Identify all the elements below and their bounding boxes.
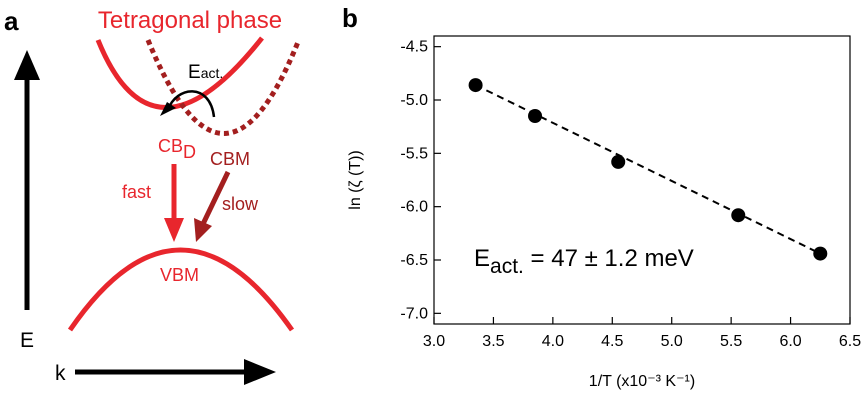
indirect-conduction-band-curve [145,39,301,136]
y-tick-label: -4.5 [400,39,428,56]
x-axis-label: 1/T (x10⁻³ K⁻¹) [589,373,695,390]
x-tick-label: 3.0 [423,333,445,350]
x-tick-label: 5.0 [661,333,683,350]
data-point [528,109,543,123]
activation-arrowhead [160,102,176,116]
y-tick-label: -6.5 [400,252,428,269]
direct-conduction-band-curve [95,36,264,110]
vbm-label: VBM [160,265,199,285]
slow-recombination-arrow [200,170,231,226]
slow-label: slow [222,194,259,214]
data-point [731,208,746,223]
y-axis-label: ln (ζ (T)) [347,150,364,209]
x-tick-label: 3.5 [482,333,504,350]
panel-b: b 3.0 3.5 4.0 4.5 5.0 5.5 6.0 6.5 -4.5-5.0-5.5-… [342,3,861,390]
momentum-axis-label: k [55,362,66,385]
x-axis-ticks: 3.0 3.5 4.0 4.5 5.0 5.5 6.0 6.5 [423,317,861,350]
slow-recombination-arrowhead [194,218,212,242]
fast-label: fast [122,182,151,202]
x-tick-label: 4.5 [601,333,623,350]
x-tick-label: 5.5 [720,333,742,350]
panel-a-title: Tetragonal phase [98,7,282,34]
y-tick-label: -6.0 [400,199,428,216]
y-tick-label: -5.5 [400,145,428,162]
energy-axis-label: E [20,329,34,352]
y-tick-label: -5.0 [400,92,428,109]
valence-band-curve [67,247,295,332]
x-tick-label: 4.0 [542,333,564,350]
x-tick-label: 6.5 [839,333,861,350]
activation-energy-label: Eact. [188,62,223,83]
panel-a-label: a [4,6,19,36]
data-point [813,246,828,261]
activation-energy-annotation: Eact. = 47 ± 1.2 meV [474,245,694,278]
data-points [468,78,828,261]
y-tick-label: -7.0 [400,305,428,322]
cbm-label: CBM [210,149,250,169]
x-tick-label: 6.0 [779,333,801,350]
panel-a: a Tetragonal phase E k Eact. CBD CBM fas… [4,6,301,385]
cbd-label: CBD [158,136,196,162]
fast-recombination-arrowhead [164,218,184,242]
data-point [468,78,483,93]
fit-line [475,84,821,255]
momentum-axis-arrowhead [244,359,276,385]
panel-b-label: b [342,3,358,33]
plot-frame [433,35,851,325]
data-point [611,154,626,169]
y-axis-ticks: -4.5 -5.0 -5.5 -6.0 -6.5 -7.0 [400,39,441,322]
energy-axis-arrowhead [14,50,40,80]
activation-arrow [166,90,216,118]
